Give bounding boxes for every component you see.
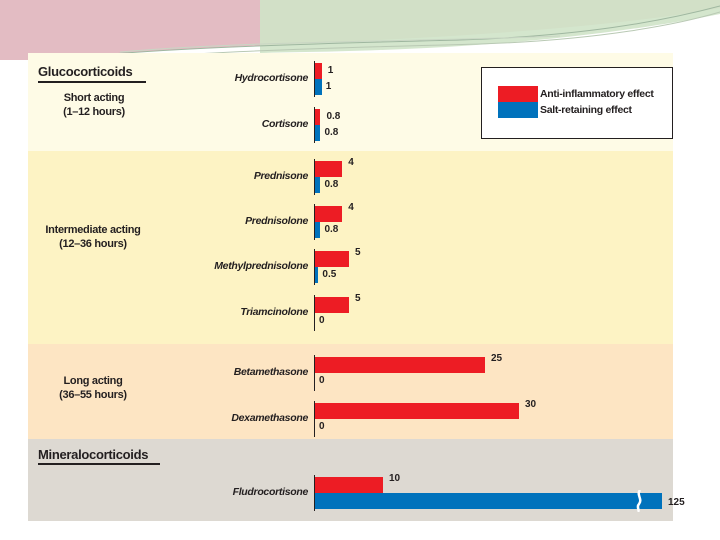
data-label-anti: 1 <box>327 65 334 76</box>
section-title-underline <box>38 463 160 465</box>
group-duration: (12–36 hours) <box>59 238 127 250</box>
bar-anti-inflammatory <box>315 206 343 222</box>
bar-salt-retaining <box>315 177 321 193</box>
group-duration: (36–55 hours) <box>59 389 127 401</box>
category-label: Prednisone <box>253 170 308 182</box>
bar-anti-inflammatory <box>315 109 321 125</box>
group-label-short-acting: Short acting (1–12 hours) <box>46 91 142 119</box>
bar-anti-inflammatory <box>315 297 349 313</box>
axis-line <box>314 249 315 285</box>
bar-salt-retaining <box>315 267 319 283</box>
band-intermediate-acting <box>28 151 673 345</box>
section-title-glucocorticoids: Glucocorticoids <box>38 64 133 79</box>
legend-swatch-salt <box>498 102 538 118</box>
bar-anti-inflammatory <box>315 477 383 493</box>
bar-salt-retaining <box>315 79 322 95</box>
axis-line <box>314 204 315 240</box>
axis-line <box>314 159 315 195</box>
category-label: Fludrocortisone <box>232 486 309 498</box>
section-title-underline <box>38 81 146 83</box>
group-duration: (1–12 hours) <box>63 106 125 118</box>
axis-line <box>314 475 315 511</box>
category-label: Methylprednisolone <box>214 260 308 272</box>
axis-line <box>314 61 315 97</box>
data-label-anti: 5 <box>355 293 361 304</box>
legend: Anti-inflammatory effect Salt-retaining … <box>481 67 673 139</box>
data-label-salt: 0 <box>319 315 325 326</box>
data-label-anti: 25 <box>491 353 503 364</box>
section-title-mineralocorticoids: Mineralocorticoids <box>38 447 149 462</box>
data-label-salt: 0.8 <box>324 179 339 190</box>
data-label-salt: 125 <box>668 497 685 508</box>
decorative-header-swoosh <box>0 0 720 60</box>
group-label-intermediate-acting: Intermediate acting (12–36 hours) <box>38 223 148 251</box>
legend-label-salt: Salt-retaining effect <box>540 104 632 116</box>
category-label: Dexamethasone <box>231 412 308 424</box>
data-label-salt: 0.8 <box>324 224 339 235</box>
data-label-salt: 0.5 <box>322 269 337 280</box>
bar-salt-retaining <box>315 125 321 141</box>
bar-salt-retaining <box>315 493 662 509</box>
axis-break-path <box>636 490 642 512</box>
legend-swatch-anti <box>498 86 538 102</box>
data-label-anti: 0.8 <box>326 111 341 122</box>
data-label-salt: 0.8 <box>324 127 339 138</box>
bar-anti-inflammatory <box>315 357 485 373</box>
category-label: Prednisolone <box>245 215 308 227</box>
data-label-salt: 0 <box>319 421 325 432</box>
bar-anti-inflammatory <box>315 63 322 79</box>
bar-anti-inflammatory <box>315 251 349 267</box>
group-label-long-acting: Long acting (36–55 hours) <box>48 374 138 402</box>
data-label-anti: 30 <box>525 399 537 410</box>
data-label-anti: 4 <box>348 157 354 168</box>
category-label: Cortisone <box>261 118 309 130</box>
axis-line <box>314 295 315 331</box>
legend-label-anti: Anti-inflammatory effect <box>540 88 654 100</box>
chart-panel: Glucocorticoids Mineralocorticoids Short… <box>28 53 685 521</box>
category-label: Hydrocortisone <box>234 72 309 84</box>
bar-anti-inflammatory <box>315 403 519 419</box>
axis-break-marker <box>636 490 642 512</box>
group-name: Short acting <box>63 92 125 104</box>
group-name: Long acting <box>63 375 123 387</box>
category-label: Betamethasone <box>233 366 309 378</box>
bar-anti-inflammatory <box>315 161 343 177</box>
data-label-anti: 10 <box>389 473 401 484</box>
category-label: Triamcinolone <box>240 306 308 318</box>
data-label-anti: 4 <box>348 202 354 213</box>
axis-line <box>314 107 315 143</box>
group-name: Intermediate acting <box>45 224 141 236</box>
data-label-anti: 5 <box>355 247 361 258</box>
data-label-salt: 1 <box>325 81 332 92</box>
axis-line <box>314 401 315 437</box>
bar-salt-retaining <box>315 222 321 238</box>
axis-line <box>314 355 315 391</box>
data-label-salt: 0 <box>319 375 325 386</box>
